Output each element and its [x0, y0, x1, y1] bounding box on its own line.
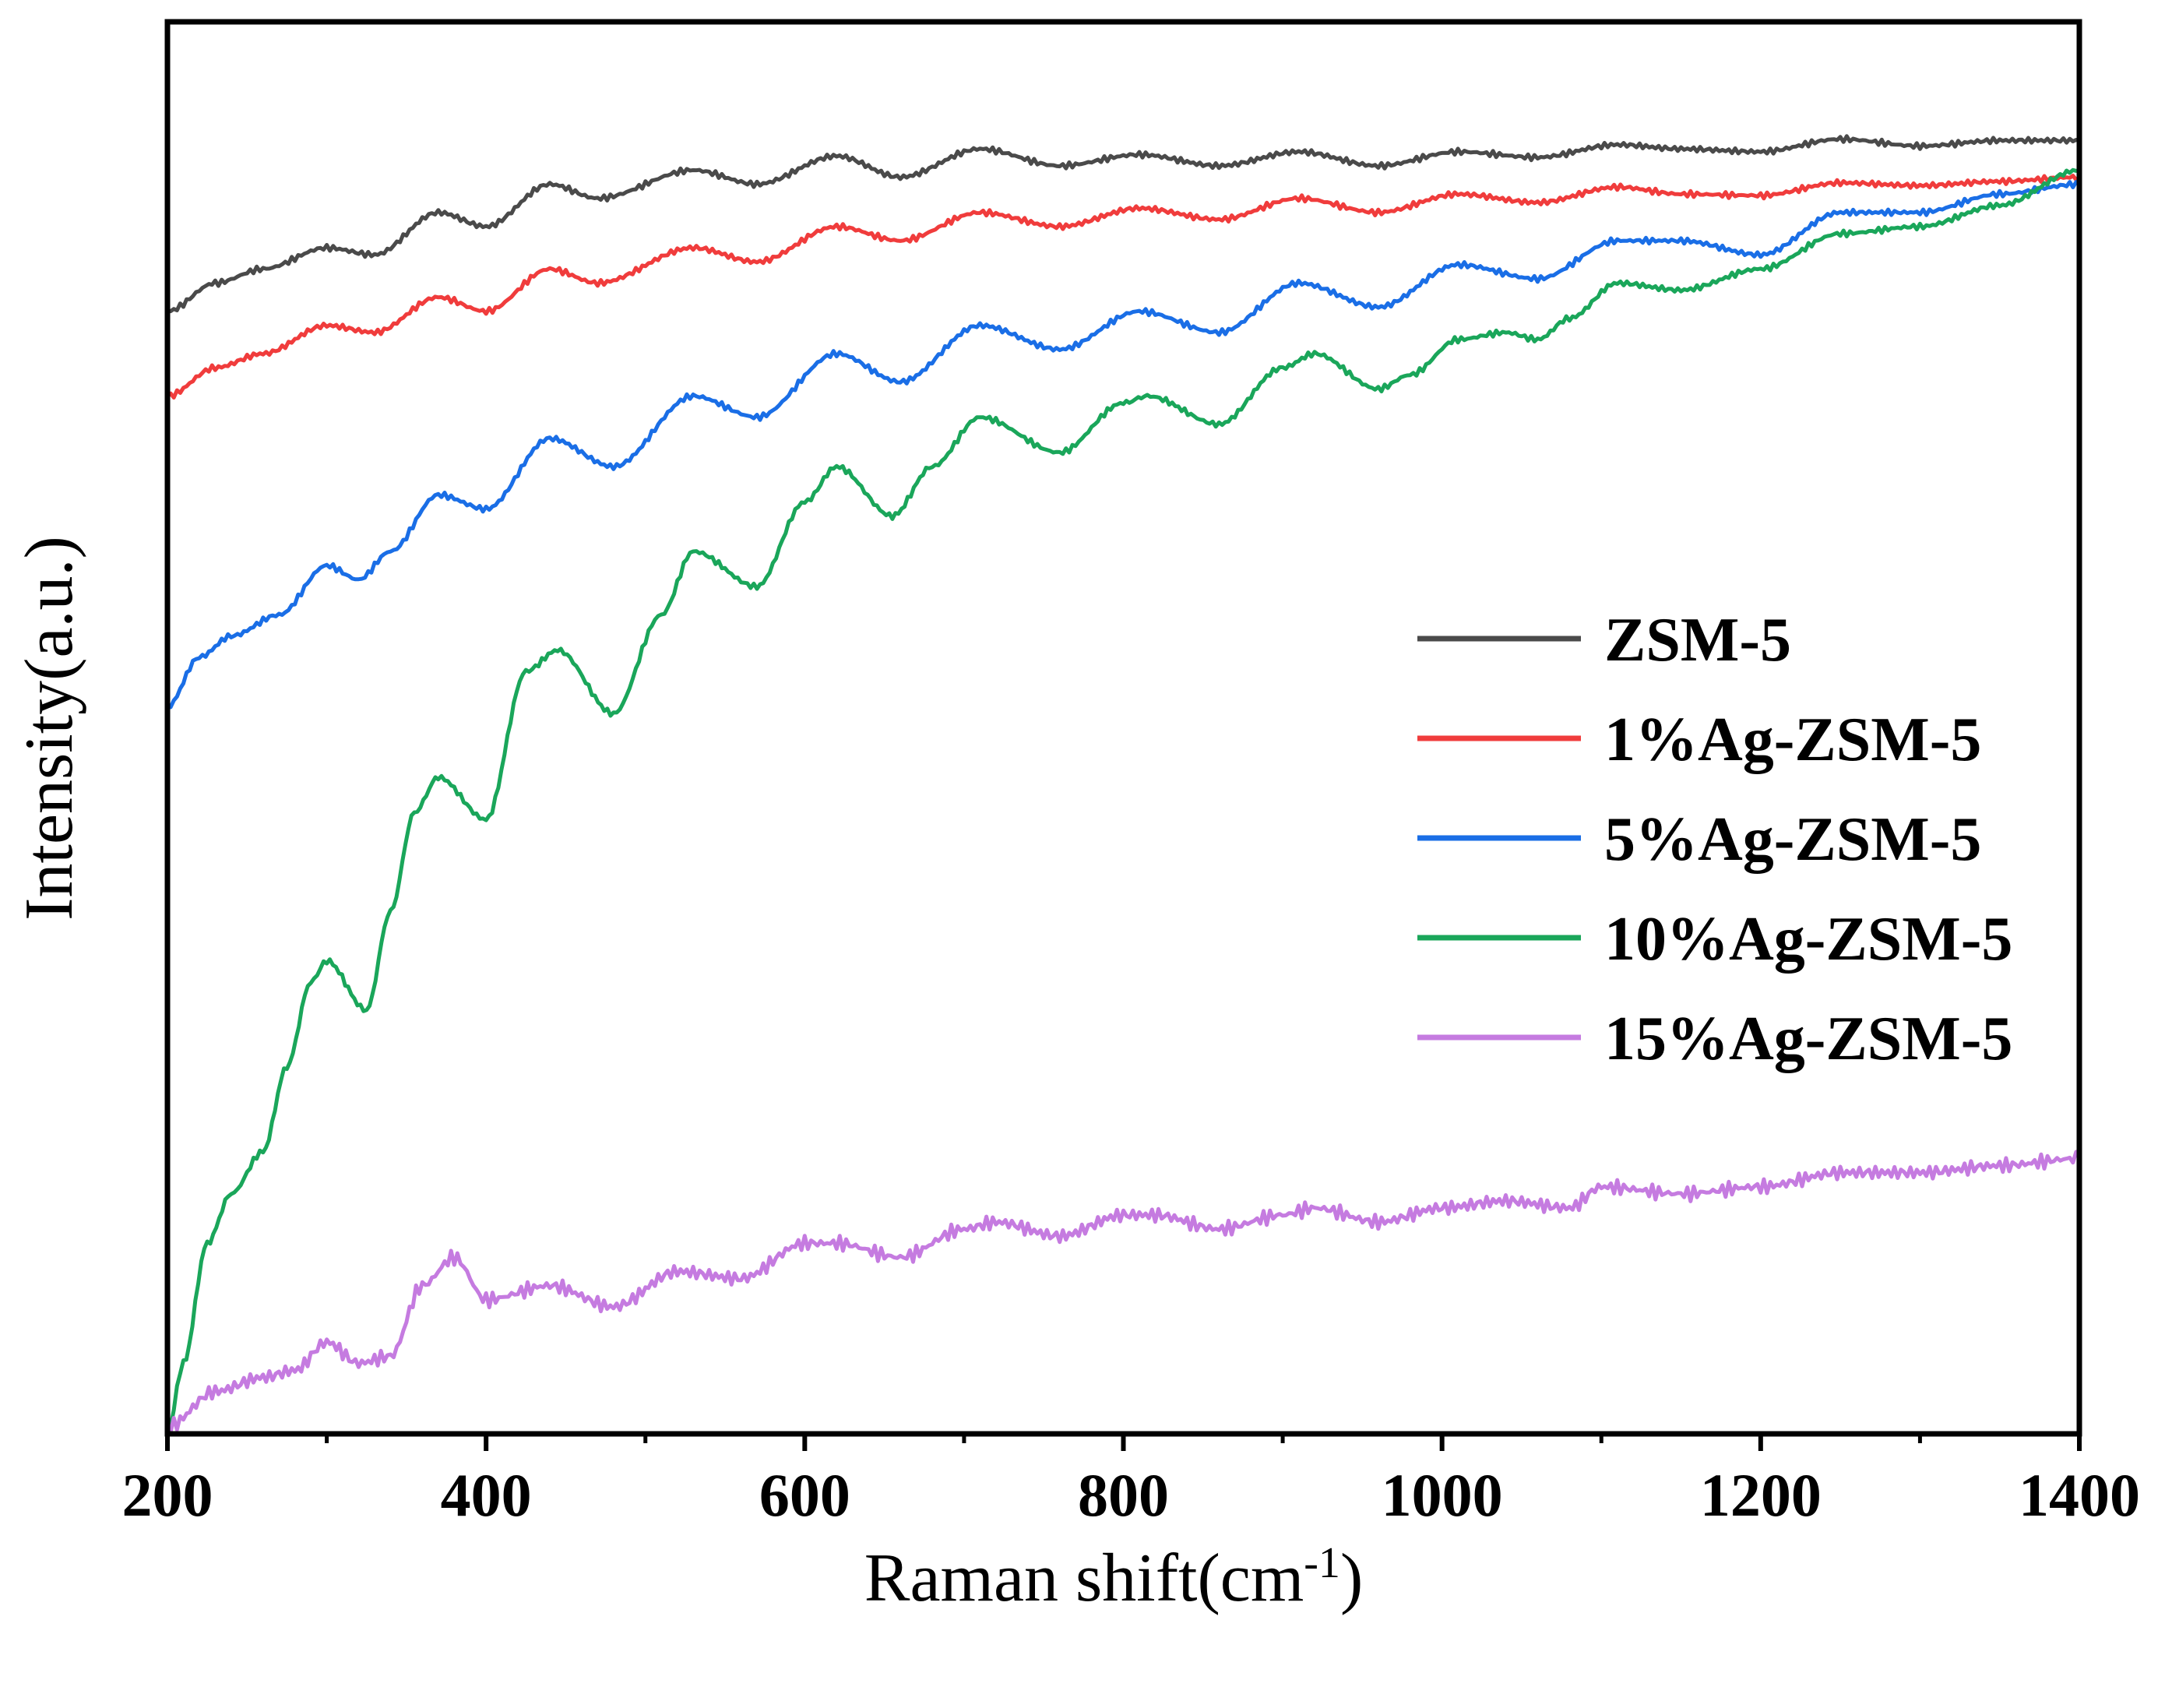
series-line-5pctag-zsm-5	[166, 180, 2081, 710]
x-axis-title-superscript: -1	[1304, 1539, 1340, 1587]
x-tick-label: 1200	[1700, 1461, 1822, 1529]
y-axis-title: Intensity(a.u.)	[12, 536, 87, 921]
series-layer	[165, 134, 2082, 1435]
legend-label: 1%Ag-ZSM-5	[1604, 706, 1981, 774]
legend-label: ZSM-5	[1604, 606, 1791, 674]
x-tick-label: 1400	[2019, 1461, 2140, 1529]
legend-label: 10%Ag-ZSM-5	[1604, 905, 2012, 974]
x-tick-label: 1000	[1382, 1461, 1503, 1529]
series-line-10pctag-zsm-5	[165, 167, 2080, 1435]
series-line-15pctag-zsm-5	[165, 1150, 2082, 1434]
x-axis-title-close: )	[1340, 1541, 1363, 1616]
legend: ZSM-5 1%Ag-ZSM-5 5%Ag-ZSM-5 10%Ag-ZSM-5 15%A…	[1417, 606, 2012, 1073]
x-axis-title-main: Raman shift(cm	[864, 1541, 1304, 1616]
x-tick-label: 800	[1078, 1461, 1169, 1529]
x-tick-label: 600	[759, 1461, 850, 1529]
legend-label: 15%Ag-ZSM-5	[1604, 1005, 2012, 1073]
x-axis-ticks: 200 400 600 800 1000 1200 1400	[122, 1434, 2140, 1529]
x-axis-title: Raman shift(cm-1)	[864, 1539, 1364, 1616]
legend-label: 5%Ag-ZSM-5	[1604, 805, 1981, 874]
x-tick-label: 400	[441, 1461, 532, 1529]
series-line-zsm-5	[167, 134, 2080, 314]
series-line-1pctag-zsm-5	[166, 174, 2081, 400]
x-tick-label: 200	[122, 1461, 213, 1529]
